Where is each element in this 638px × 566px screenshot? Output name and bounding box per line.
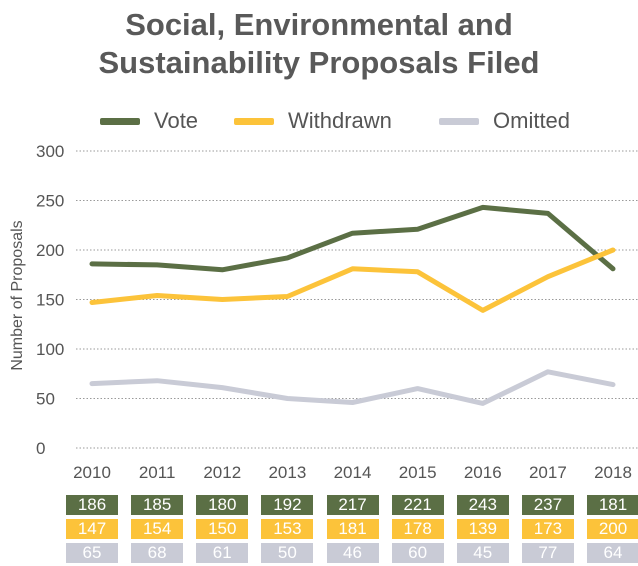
- data-label-omitted-2015: 60: [391, 543, 444, 563]
- legend-swatch-vote: [100, 117, 140, 125]
- y-tick-label-150: 150: [36, 291, 64, 310]
- chart-title-line-1: Social, Environmental and: [125, 7, 513, 42]
- x-tick-label-2010: 2010: [73, 463, 111, 482]
- y-tick-label-50: 50: [36, 390, 55, 409]
- legend-swatch-withdrawn: [234, 117, 274, 125]
- y-axis-label: Number of Proposals: [9, 220, 26, 370]
- data-label-omitted-2018: 64: [587, 543, 638, 563]
- data-label-vote-2012: 180: [196, 495, 249, 515]
- chart-title: Social, Environmental and Sustainability…: [0, 6, 638, 82]
- data-label-vote-2011: 185: [131, 495, 184, 515]
- y-tick-label-200: 200: [36, 241, 64, 260]
- data-label-vote-2018: 181: [587, 495, 638, 515]
- y-tick-label-100: 100: [36, 340, 64, 359]
- data-label-withdrawn-2013: 153: [261, 519, 314, 539]
- data-label-vote-2016: 243: [456, 495, 509, 515]
- data-label-vote-2015: 221: [391, 495, 444, 515]
- data-label-vote-2014: 217: [326, 495, 379, 515]
- series-line-withdrawn: [89, 247, 616, 313]
- data-label-withdrawn-2011: 154: [131, 519, 184, 539]
- x-tick-label-2014: 2014: [334, 463, 372, 482]
- series-line-omitted: [89, 369, 616, 406]
- legend-swatch-omitted: [439, 117, 479, 125]
- y-tick-label-0: 0: [36, 439, 45, 458]
- data-label-vote-2013: 192: [261, 495, 314, 515]
- data-label-vote-2017: 237: [521, 495, 574, 515]
- legend-item-vote: Vote: [100, 106, 198, 136]
- data-label-omitted-2013: 50: [261, 543, 314, 563]
- legend-item-withdrawn: Withdrawn: [234, 106, 392, 136]
- y-tick-label-300: 300: [36, 142, 64, 161]
- data-label-omitted-2016: 45: [456, 543, 509, 563]
- data-label-withdrawn-2018: 200: [587, 519, 638, 539]
- legend-label-omitted: Omitted: [493, 108, 571, 133]
- data-label-withdrawn-2014: 181: [326, 519, 379, 539]
- data-label-vote-2010: 186: [66, 495, 118, 515]
- data-label-omitted-2017: 77: [521, 543, 574, 563]
- data-label-withdrawn-2015: 178: [391, 519, 444, 539]
- x-tick-label-2015: 2015: [399, 463, 437, 482]
- data-label-withdrawn-2017: 173: [521, 519, 574, 539]
- data-label-omitted-2014: 46: [326, 543, 379, 563]
- data-label-withdrawn-2016: 139: [456, 519, 509, 539]
- chart-legend: Vote Withdrawn Omitted: [0, 106, 638, 136]
- series-line-vote: [89, 204, 616, 273]
- legend-item-omitted: Omitted: [439, 106, 570, 136]
- data-label-omitted-2010: 65: [66, 543, 118, 563]
- x-tick-label-2017: 2017: [529, 463, 567, 482]
- data-label-withdrawn-2010: 147: [66, 519, 118, 539]
- x-tick-label-2013: 2013: [268, 463, 306, 482]
- x-tick-label-2012: 2012: [203, 463, 241, 482]
- legend-label-withdrawn: Withdrawn: [288, 108, 392, 133]
- data-label-omitted-2012: 61: [196, 543, 249, 563]
- legend-label-vote: Vote: [154, 108, 199, 133]
- data-label-withdrawn-2012: 150: [196, 519, 249, 539]
- chart-title-line-2: Sustainability Proposals Filed: [98, 45, 540, 80]
- x-tick-label-2018: 2018: [594, 463, 632, 482]
- data-label-omitted-2011: 68: [131, 543, 184, 563]
- y-tick-label-250: 250: [36, 192, 64, 211]
- x-tick-label-2011: 2011: [139, 463, 176, 482]
- x-tick-label-2016: 2016: [464, 463, 502, 482]
